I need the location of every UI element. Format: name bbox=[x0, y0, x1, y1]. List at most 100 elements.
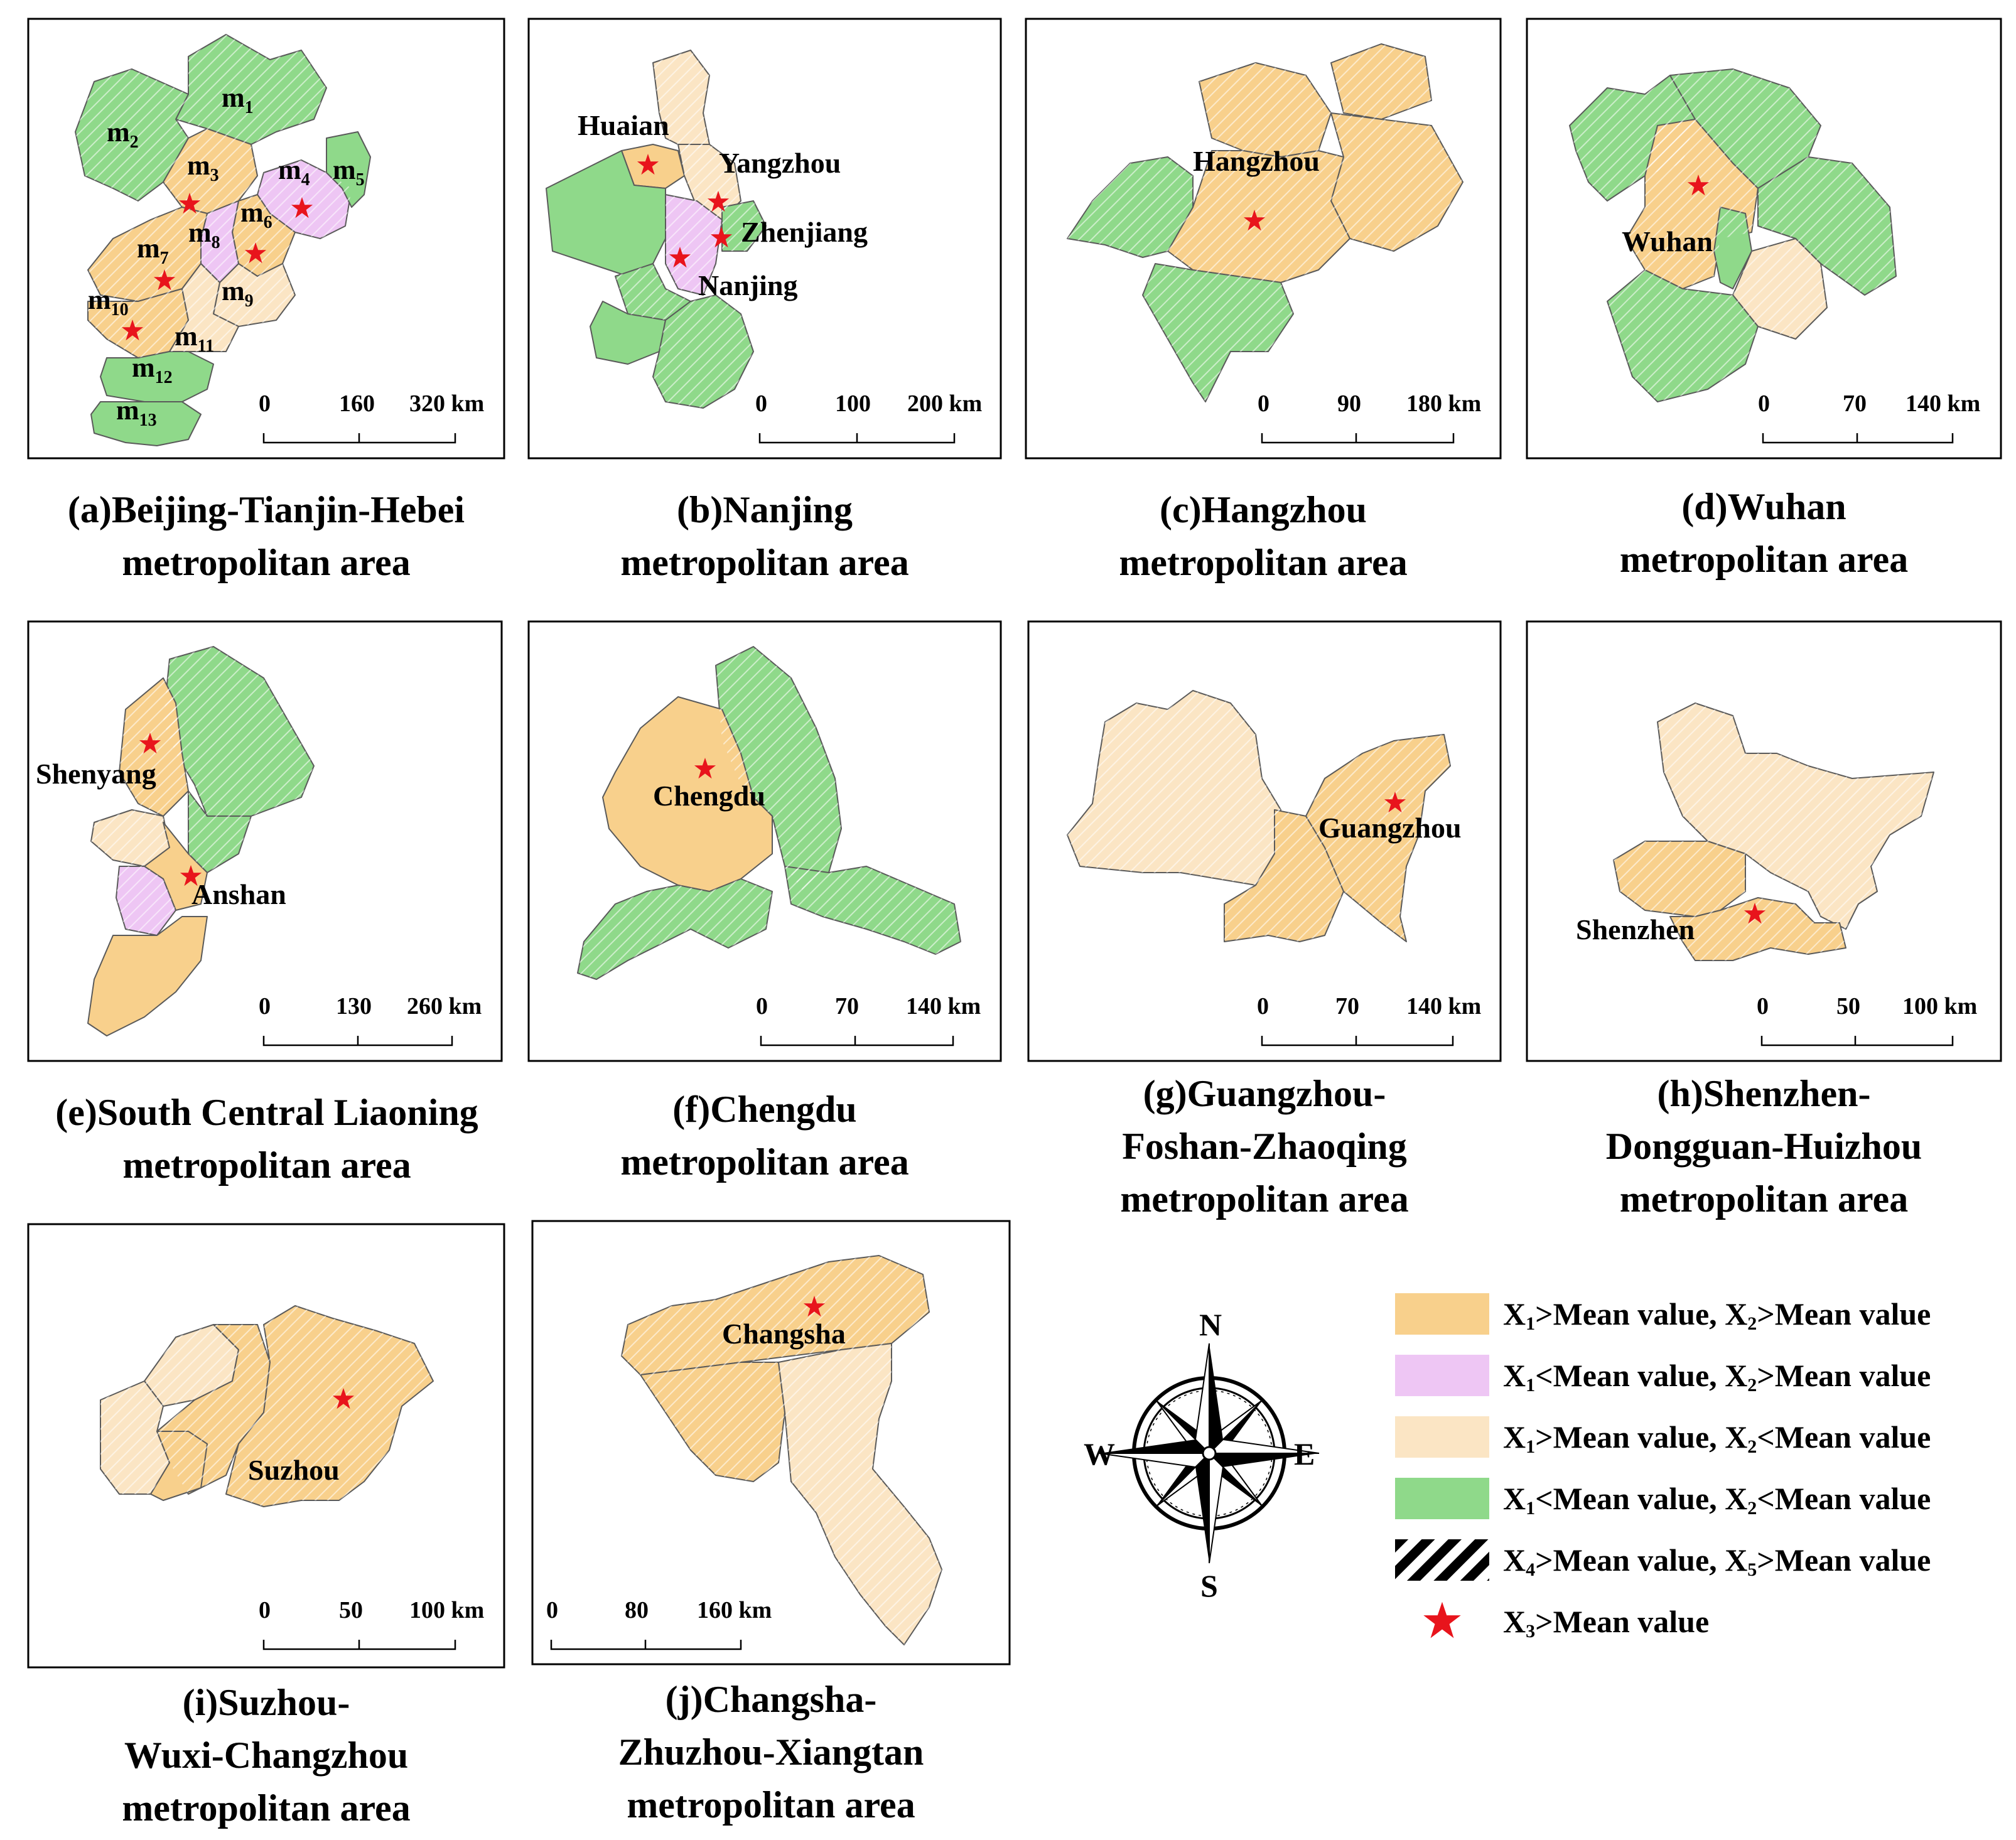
legend-label: X1>Mean value, X2>Mean value bbox=[1503, 1296, 1931, 1334]
compass-north-label: N bbox=[1199, 1307, 1222, 1342]
hatch-swatch-icon bbox=[1395, 1539, 1489, 1581]
caption-line: (h)Shenzhen- bbox=[1657, 1073, 1871, 1114]
scale-label: 0 bbox=[259, 1597, 271, 1623]
caption-line: metropolitan area bbox=[122, 542, 411, 583]
scale-label: 200 km bbox=[907, 390, 982, 417]
caption-line: (b)Nanjing bbox=[676, 489, 853, 530]
scale-bar-f: 0 70 140 km bbox=[756, 993, 981, 1046]
panel-h-map: Shenzhen 0 50 100 km bbox=[1526, 620, 2002, 1062]
caption-line: metropolitan area bbox=[122, 1787, 411, 1829]
scale-label: 0 bbox=[1257, 993, 1269, 1020]
scale-label: 180 km bbox=[1406, 390, 1481, 417]
legend-label: X1<Mean value, X2>Mean value bbox=[1503, 1358, 1931, 1396]
caption-line: metropolitan area bbox=[122, 1144, 411, 1186]
scale-label: 50 bbox=[339, 1597, 363, 1623]
scale-label: 320 km bbox=[409, 390, 484, 417]
panel-d-map: Wuhan 0 70 140 km bbox=[1526, 18, 2002, 460]
scale-label: 0 bbox=[1758, 390, 1770, 417]
scale-label: 70 bbox=[1843, 390, 1867, 417]
city-label: Huaian bbox=[578, 109, 669, 141]
scale-bar-j: 0 80 160 km bbox=[546, 1597, 772, 1650]
caption-line: metropolitan area bbox=[620, 542, 909, 583]
caption-j: (j)Changsha- Zhuzhou-Xiangtan metropolit… bbox=[532, 1673, 1010, 1831]
caption-line: (i)Suzhou- bbox=[182, 1682, 350, 1723]
caption-line: metropolitan area bbox=[627, 1784, 915, 1826]
panel-f-map: Chengdu 0 70 140 km bbox=[527, 620, 1002, 1062]
scale-bar-c: 0 90 180 km bbox=[1258, 390, 1481, 444]
caption-h: (h)Shenzhen- Dongguan-Huizhou metropolit… bbox=[1527, 1067, 2001, 1225]
caption-line: (d)Wuhan bbox=[1681, 486, 1846, 527]
scale-label: 100 km bbox=[409, 1597, 484, 1623]
city-label: Wuhan bbox=[1622, 225, 1713, 257]
caption-d: (d)Wuhan metropolitan area bbox=[1527, 480, 2001, 586]
caption-e: (e)South Central Liaoning metropolitan a… bbox=[6, 1086, 527, 1192]
city-label: Suzhou bbox=[248, 1454, 340, 1486]
scale-label: 140 km bbox=[1406, 993, 1481, 1020]
legend-swatch bbox=[1395, 1416, 1489, 1458]
region-e-south bbox=[87, 916, 208, 1036]
scale-label: 50 bbox=[1836, 993, 1860, 1020]
scale-label: 0 bbox=[756, 993, 768, 1020]
compass-east-label: E bbox=[1294, 1436, 1315, 1471]
caption-line: (a)Beijing-Tianjin-Hebei bbox=[67, 489, 465, 530]
scale-label: 0 bbox=[259, 993, 271, 1020]
legend-label: X1<Mean value, X2<Mean value bbox=[1503, 1481, 1931, 1519]
city-label: Shenzhen bbox=[1576, 913, 1695, 945]
caption-i: (i)Suzhou- Wuxi-Changzhou metropolitan a… bbox=[28, 1676, 504, 1834]
city-label: Zhenjiang bbox=[741, 216, 868, 248]
caption-line: metropolitan area bbox=[1619, 539, 1909, 580]
scale-label: 0 bbox=[755, 390, 767, 417]
city-label: Yangzhou bbox=[719, 147, 841, 179]
label-m13: m13 bbox=[116, 395, 157, 430]
scale-label: 100 km bbox=[1902, 993, 1977, 1020]
legend-label: X4>Mean value, X5>Mean value bbox=[1503, 1542, 1931, 1580]
scale-label: 0 bbox=[546, 1597, 558, 1623]
scale-label: 0 bbox=[259, 390, 271, 417]
city-label: Shenyang bbox=[36, 758, 156, 790]
caption-line: (e)South Central Liaoning bbox=[55, 1092, 478, 1133]
caption-c: (c)Hangzhou metropolitan area bbox=[1026, 483, 1501, 589]
scale-label: 160 km bbox=[697, 1597, 772, 1623]
legend-swatch bbox=[1395, 1355, 1489, 1396]
panel-j-map: Changsha 0 80 160 km bbox=[531, 1220, 1011, 1665]
legend-swatch bbox=[1395, 1478, 1489, 1519]
caption-a: (a)Beijing-Tianjin-Hebei metropolitan ar… bbox=[28, 483, 504, 589]
scale-label: 70 bbox=[1335, 993, 1359, 1020]
legend-swatch bbox=[1395, 1293, 1489, 1335]
scale-label: 260 km bbox=[407, 993, 482, 1020]
panel-a-map: m1 m2 m3 m4 m5 m6 m7 m8 m9 m10 m11 m12 m… bbox=[27, 18, 505, 460]
panel-g-map: Guangzhou 0 70 140 km bbox=[1027, 620, 1502, 1062]
scale-label: 130 bbox=[336, 993, 372, 1020]
compass-rose-icon: N S E W bbox=[1084, 1307, 1320, 1603]
caption-line: Wuxi-Changzhou bbox=[124, 1735, 409, 1776]
city-label: Anshan bbox=[191, 878, 286, 910]
scale-label: 0 bbox=[1757, 993, 1769, 1020]
caption-line: (j)Changsha- bbox=[665, 1679, 877, 1720]
scale-label: 70 bbox=[835, 993, 859, 1020]
scale-label: 140 km bbox=[906, 993, 981, 1020]
caption-line: (c)Hangzhou bbox=[1160, 489, 1367, 530]
caption-f: (f)Chengdu metropolitan area bbox=[529, 1083, 1001, 1188]
scale-label: 140 km bbox=[1905, 390, 1980, 417]
region-m13 bbox=[90, 401, 202, 446]
panel-b-map: Huaian Yangzhou Zhenjiang Nanjing 0 100 … bbox=[527, 18, 1002, 460]
scale-label: 100 bbox=[835, 390, 871, 417]
caption-g: (g)Guangzhou- Foshan-Zhaoqing metropolit… bbox=[1028, 1067, 1501, 1225]
city-label: Changsha bbox=[722, 1318, 846, 1350]
city-label: Guangzhou bbox=[1318, 812, 1462, 844]
star-icon bbox=[1423, 1601, 1461, 1638]
scale-bar-h: 0 50 100 km bbox=[1757, 993, 1977, 1046]
caption-line: metropolitan area bbox=[1119, 542, 1408, 583]
city-label: Nanjing bbox=[698, 269, 797, 301]
caption-line: (f)Chengdu bbox=[672, 1089, 857, 1130]
panel-c-map: Hangzhou 0 90 180 km bbox=[1025, 18, 1502, 460]
city-label: Hangzhou bbox=[1193, 145, 1320, 177]
caption-line: Foshan-Zhaoqing bbox=[1122, 1126, 1407, 1167]
scale-label: 0 bbox=[1258, 390, 1269, 417]
compass-south-label: S bbox=[1200, 1568, 1218, 1603]
caption-line: Zhuzhou-Xiangtan bbox=[618, 1731, 924, 1773]
legend-label: X1>Mean value, X2<Mean value bbox=[1503, 1419, 1931, 1457]
scale-bar-d: 0 70 140 km bbox=[1758, 390, 1980, 444]
